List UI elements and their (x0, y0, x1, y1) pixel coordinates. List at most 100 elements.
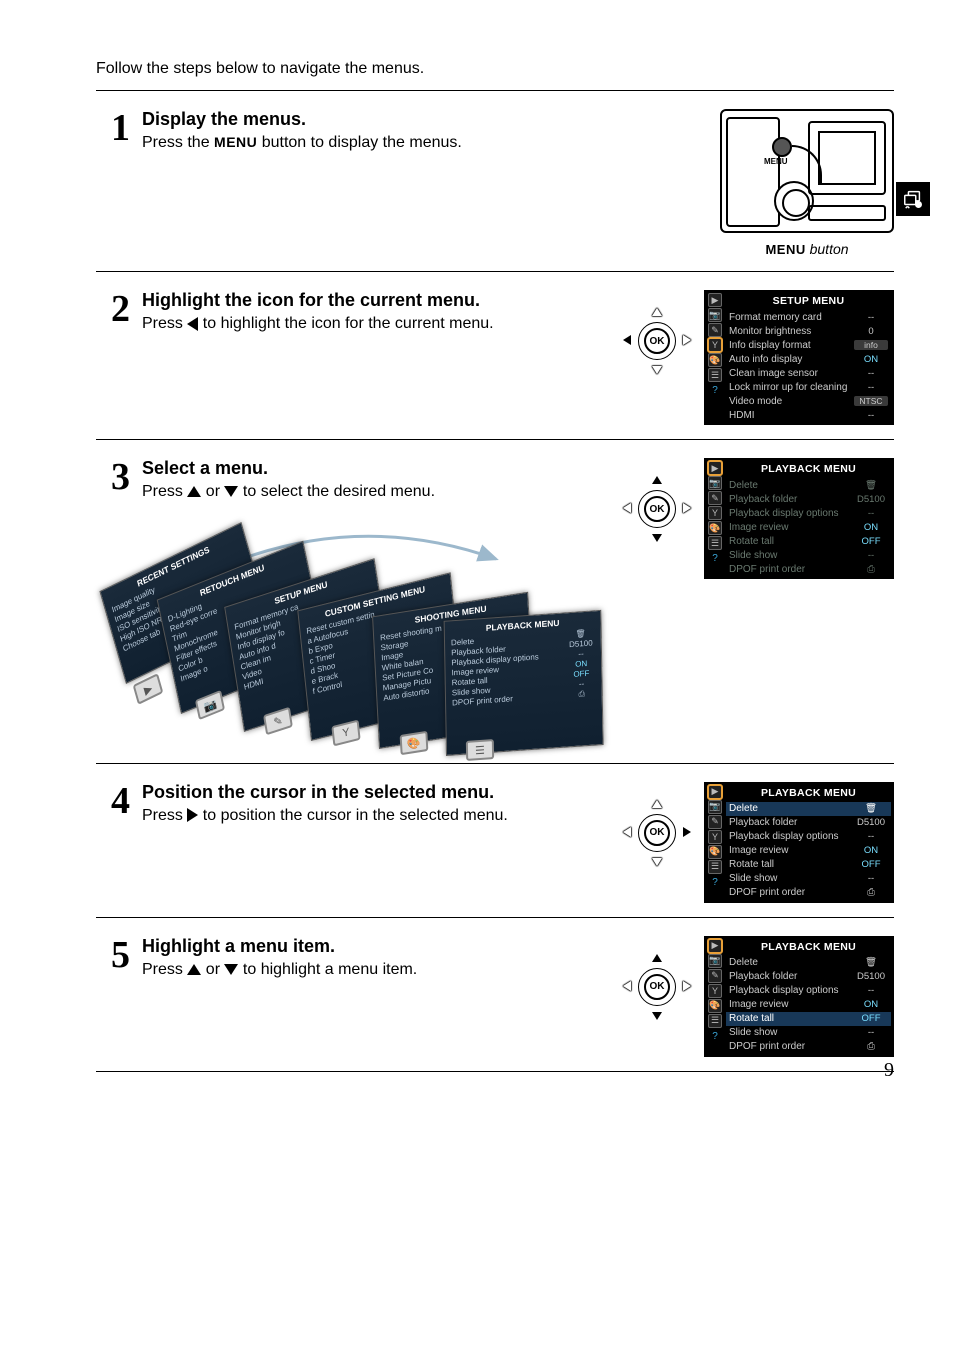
dpad-ok-label-4: OK (644, 820, 670, 846)
caption-button-word: button (810, 241, 849, 257)
setup-menu-title: SETUP MENU (726, 293, 891, 310)
menu-row-label: DPOF print order (729, 564, 854, 575)
menu-row: Format memory card-- (726, 310, 891, 324)
step-2: 2 Highlight the icon for the current men… (96, 272, 894, 440)
menu-row-value: -- (854, 985, 888, 996)
menu-row-value: -- (854, 831, 888, 842)
dpad-ok-label-3: OK (644, 496, 670, 522)
menu-row-label: DPOF print order (729, 1041, 854, 1052)
step-5-desc-a: Press (142, 961, 187, 978)
step-4-desc: Press to position the cursor in the sele… (142, 805, 626, 827)
menu-row-label: Slide show (729, 550, 854, 561)
menu-row-value: D5100 (854, 494, 888, 505)
menu-row-value: ⎙ (854, 887, 888, 898)
menu-row-label: Monitor brightness (729, 326, 854, 337)
menu-row-value: D5100 (854, 817, 888, 828)
menu-row-label: Auto info display (729, 354, 854, 365)
menu-tab-icon: Y (708, 506, 722, 520)
menu-tab-icon: 📷 (708, 476, 722, 490)
menu-row: Rotate tallOFF (726, 1012, 891, 1026)
up-triangle-icon (187, 486, 201, 497)
menu-row-value: -- (854, 382, 888, 393)
menu-row-value: NTSC (854, 396, 888, 406)
menu-row-value: -- (854, 873, 888, 884)
side-tab-icon (896, 182, 930, 216)
menu-row-value: 0 (854, 326, 888, 337)
menu-row-value: -- (854, 550, 888, 561)
menu-row-value: ⎙ (854, 564, 888, 575)
help-icon: ? (712, 1031, 718, 1042)
menu-row: Slide show-- (726, 548, 891, 562)
step-4-number: 4 (96, 782, 142, 820)
menu-row-label: Slide show (729, 873, 854, 884)
menu-row: Rotate tallOFF (726, 534, 891, 548)
step-4-desc-a: Press (142, 807, 187, 824)
menu-row: Playback display options-- (726, 506, 891, 520)
step-3: 3 Select a menu. Press or to select the … (96, 440, 894, 764)
step-5-desc: Press or to highlight a menu item. (142, 959, 626, 981)
menu-row-label: Delete (729, 803, 854, 814)
playback-menu-title-3: PLAYBACK MENU (726, 461, 891, 478)
menu-tab-icon: ▶ (708, 939, 722, 953)
step-1-desc-b: button to display the menus. (257, 134, 462, 151)
menu-tab-icon: ▶ (708, 293, 722, 307)
menu-row-label: Playback display options (729, 508, 854, 519)
playback-menu-title-4: PLAYBACK MENU (726, 785, 891, 802)
menu-row-label: Slide show (729, 1027, 854, 1038)
step-1-title: Display the menus. (142, 109, 704, 130)
fan-card: PLAYBACK MENUDelete🗑Playback folderD5100… (444, 609, 604, 755)
menu-tab-icon: Y (708, 830, 722, 844)
menu-row: Playback display options-- (726, 830, 891, 844)
menu-tab-icon: 🎨 (708, 999, 722, 1013)
menu-row-label: Rotate tall (729, 536, 854, 547)
menu-row-value: ON (854, 845, 888, 856)
dpad-updown-illustration-5: OK (626, 956, 688, 1018)
menu-row-label: Delete (729, 957, 854, 968)
menu-tab-icon: 📷 (708, 308, 722, 322)
menu-row-label: Image review (729, 999, 854, 1010)
menu-tab-icon: ▶ (708, 785, 722, 799)
dpad-ok-label: OK (644, 328, 670, 354)
menu-tab-icon: 🎨 (708, 521, 722, 535)
step-4: 4 Position the cursor in the selected me… (96, 764, 894, 918)
menu-button-caption: MENU button (765, 241, 848, 257)
playback-menu-rotate-screenshot: ▶📷✎Y🎨☰? PLAYBACK MENU Delete🗑Playback fo… (704, 936, 894, 1057)
menu-row-label: Clean image sensor (729, 368, 854, 379)
fan-tab-icon: ☰ (466, 739, 494, 761)
menu-row-value: ⎙ (854, 1041, 888, 1052)
menu-row: DPOF print order⎙ (726, 562, 891, 576)
menu-row-label: Image review (729, 522, 854, 533)
dpad-updown-illustration: OK (626, 478, 688, 540)
menu-row: Delete🗑 (726, 802, 891, 816)
menu-tab-icon: 🎨 (708, 845, 722, 859)
step-5-desc-b: to highlight a menu item. (238, 961, 417, 978)
menu-row: Image reviewON (726, 844, 891, 858)
menu-row: Playback folderD5100 (726, 970, 891, 984)
step-3-desc-mid: or (201, 483, 224, 500)
menu-tab-icon: 🎨 (708, 353, 722, 367)
menu-row-label: Playback folder (729, 817, 854, 828)
camera-illustration: MENU (720, 109, 894, 233)
dpad-left-illustration: OK (626, 310, 688, 372)
menu-row-label: DPOF print order (729, 887, 854, 898)
step-1-desc-a: Press the (142, 134, 214, 151)
menu-row: Rotate tallOFF (726, 858, 891, 872)
left-triangle-icon (187, 317, 198, 331)
menu-row-value: ON (854, 354, 888, 365)
menu-row-label: Rotate tall (729, 859, 854, 870)
menu-row-value: -- (854, 312, 888, 323)
menu-row: Delete🗑 (726, 478, 891, 492)
menu-row-value: OFF (854, 859, 888, 870)
menu-row: Image reviewON (726, 520, 891, 534)
menu-tab-icon: Y (708, 338, 722, 352)
step-3-number: 3 (96, 458, 142, 496)
menu-row-value: ON (854, 999, 888, 1010)
up-triangle-icon-5 (187, 964, 201, 975)
menu-row-label: Rotate tall (729, 1013, 854, 1024)
caption-menu-word: MENU (765, 242, 805, 257)
playback-menu-delete-screenshot: ▶📷✎Y🎨☰? PLAYBACK MENU Delete🗑Playback fo… (704, 782, 894, 903)
menu-row-value: -- (854, 368, 888, 379)
menu-tab-icon: 📷 (708, 800, 722, 814)
menu-row-value: -- (854, 508, 888, 519)
menu-tab-icon: ✎ (708, 969, 722, 983)
